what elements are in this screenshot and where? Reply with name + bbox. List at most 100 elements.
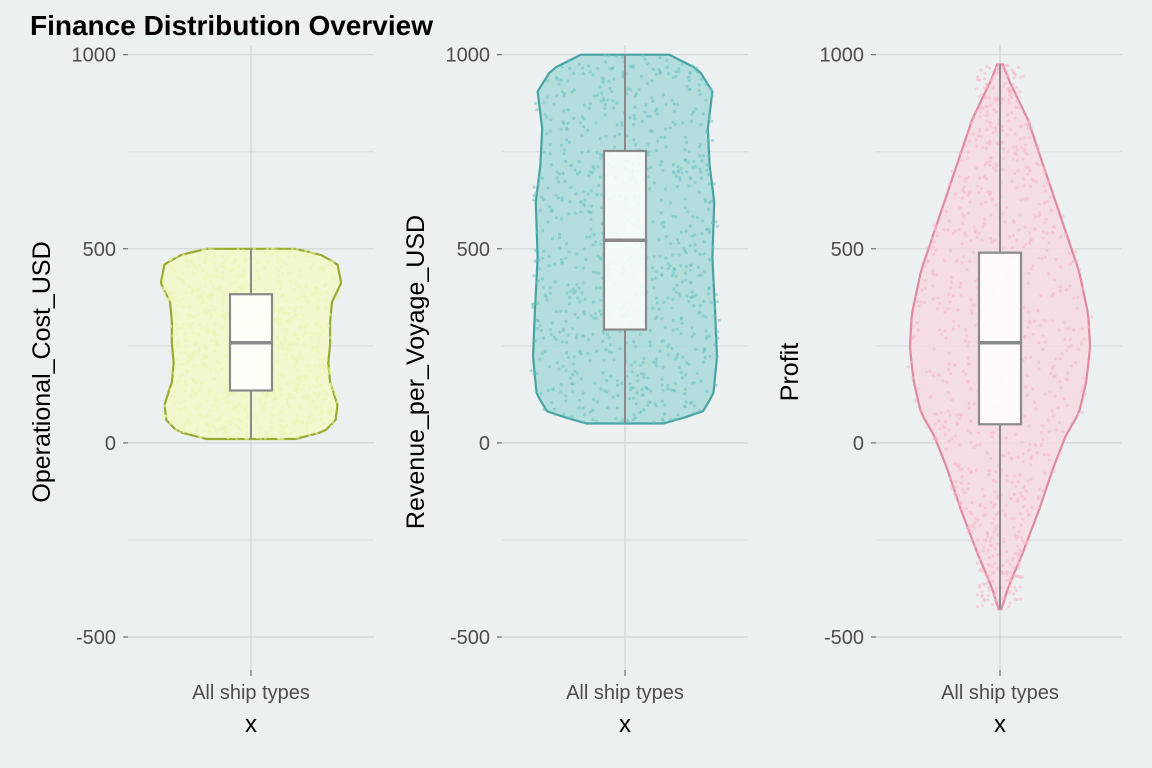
data-point — [677, 365, 681, 369]
data-point — [206, 414, 210, 418]
data-point — [1018, 491, 1022, 495]
data-point — [666, 262, 670, 266]
data-point — [1021, 452, 1025, 456]
data-point — [982, 597, 986, 601]
data-point — [236, 417, 240, 421]
data-point — [314, 385, 318, 389]
data-point — [602, 358, 606, 362]
data-point — [197, 408, 201, 412]
data-point — [967, 401, 971, 405]
data-point — [991, 131, 995, 135]
data-point — [265, 248, 269, 253]
data-point — [1008, 93, 1012, 98]
data-point — [1026, 479, 1030, 483]
data-point — [299, 274, 303, 278]
data-point — [1002, 454, 1007, 458]
data-point — [621, 55, 625, 60]
data-point — [1006, 150, 1011, 154]
data-point — [967, 340, 971, 344]
data-point — [542, 198, 546, 202]
data-point — [1020, 146, 1024, 150]
data-point — [1058, 285, 1062, 289]
data-point — [972, 225, 976, 229]
data-point — [1005, 572, 1009, 576]
data-point — [970, 500, 974, 505]
data-point — [1002, 147, 1006, 151]
data-point — [604, 348, 608, 352]
data-point — [679, 332, 683, 336]
data-point — [1045, 200, 1049, 204]
data-point — [262, 266, 266, 270]
data-point — [254, 419, 258, 423]
data-point — [1047, 241, 1051, 245]
data-point — [1003, 81, 1007, 86]
data-point — [291, 342, 295, 346]
data-point — [932, 240, 936, 244]
data-point — [1047, 453, 1051, 457]
data-point — [947, 219, 951, 223]
data-point — [311, 399, 315, 404]
data-point — [1001, 212, 1005, 216]
data-point — [1072, 296, 1076, 300]
data-point — [546, 388, 550, 392]
data-point — [279, 265, 284, 269]
data-point — [275, 336, 279, 340]
data-point — [323, 306, 327, 310]
data-point — [655, 315, 659, 319]
data-point — [1010, 68, 1015, 72]
data-point — [698, 408, 702, 412]
data-point — [702, 347, 707, 351]
data-point — [216, 370, 220, 374]
data-point — [973, 110, 977, 114]
data-point — [591, 417, 595, 422]
data-point — [703, 197, 707, 201]
data-point — [995, 67, 999, 71]
data-point — [618, 420, 622, 424]
data-point — [1050, 294, 1054, 298]
data-point — [203, 284, 207, 288]
data-point — [674, 174, 678, 178]
data-point — [931, 269, 935, 273]
data-point — [276, 261, 280, 265]
data-point — [628, 65, 632, 69]
data-point — [649, 129, 653, 133]
data-point — [937, 328, 942, 332]
data-point — [976, 550, 980, 554]
data-point — [982, 582, 986, 587]
data-point — [560, 340, 564, 344]
data-point — [583, 413, 587, 417]
data-point — [587, 64, 591, 68]
data-point — [960, 261, 964, 265]
data-point — [174, 275, 179, 280]
data-point — [569, 376, 573, 380]
data-point — [694, 107, 698, 111]
data-point — [559, 383, 563, 387]
data-point — [307, 416, 311, 420]
data-point — [586, 209, 590, 213]
data-point — [638, 363, 643, 367]
data-point — [633, 105, 637, 109]
data-point — [220, 254, 225, 258]
data-point — [180, 372, 184, 376]
data-point — [223, 390, 227, 394]
data-point — [330, 384, 334, 388]
data-point — [593, 312, 598, 316]
data-point — [1009, 127, 1013, 132]
data-point — [702, 252, 707, 256]
data-point — [994, 126, 998, 130]
data-point — [1022, 136, 1026, 140]
y-tick-label: 0 — [479, 433, 490, 455]
data-point — [221, 396, 225, 400]
data-point — [989, 536, 993, 540]
data-point — [255, 261, 259, 265]
data-point — [696, 265, 701, 269]
data-point — [652, 360, 656, 364]
data-point — [294, 358, 298, 362]
data-point — [161, 414, 165, 418]
data-point — [681, 280, 685, 284]
data-point — [187, 264, 191, 268]
data-point — [1042, 471, 1047, 475]
data-point — [330, 371, 334, 375]
data-point — [621, 420, 625, 424]
data-point — [666, 387, 670, 391]
